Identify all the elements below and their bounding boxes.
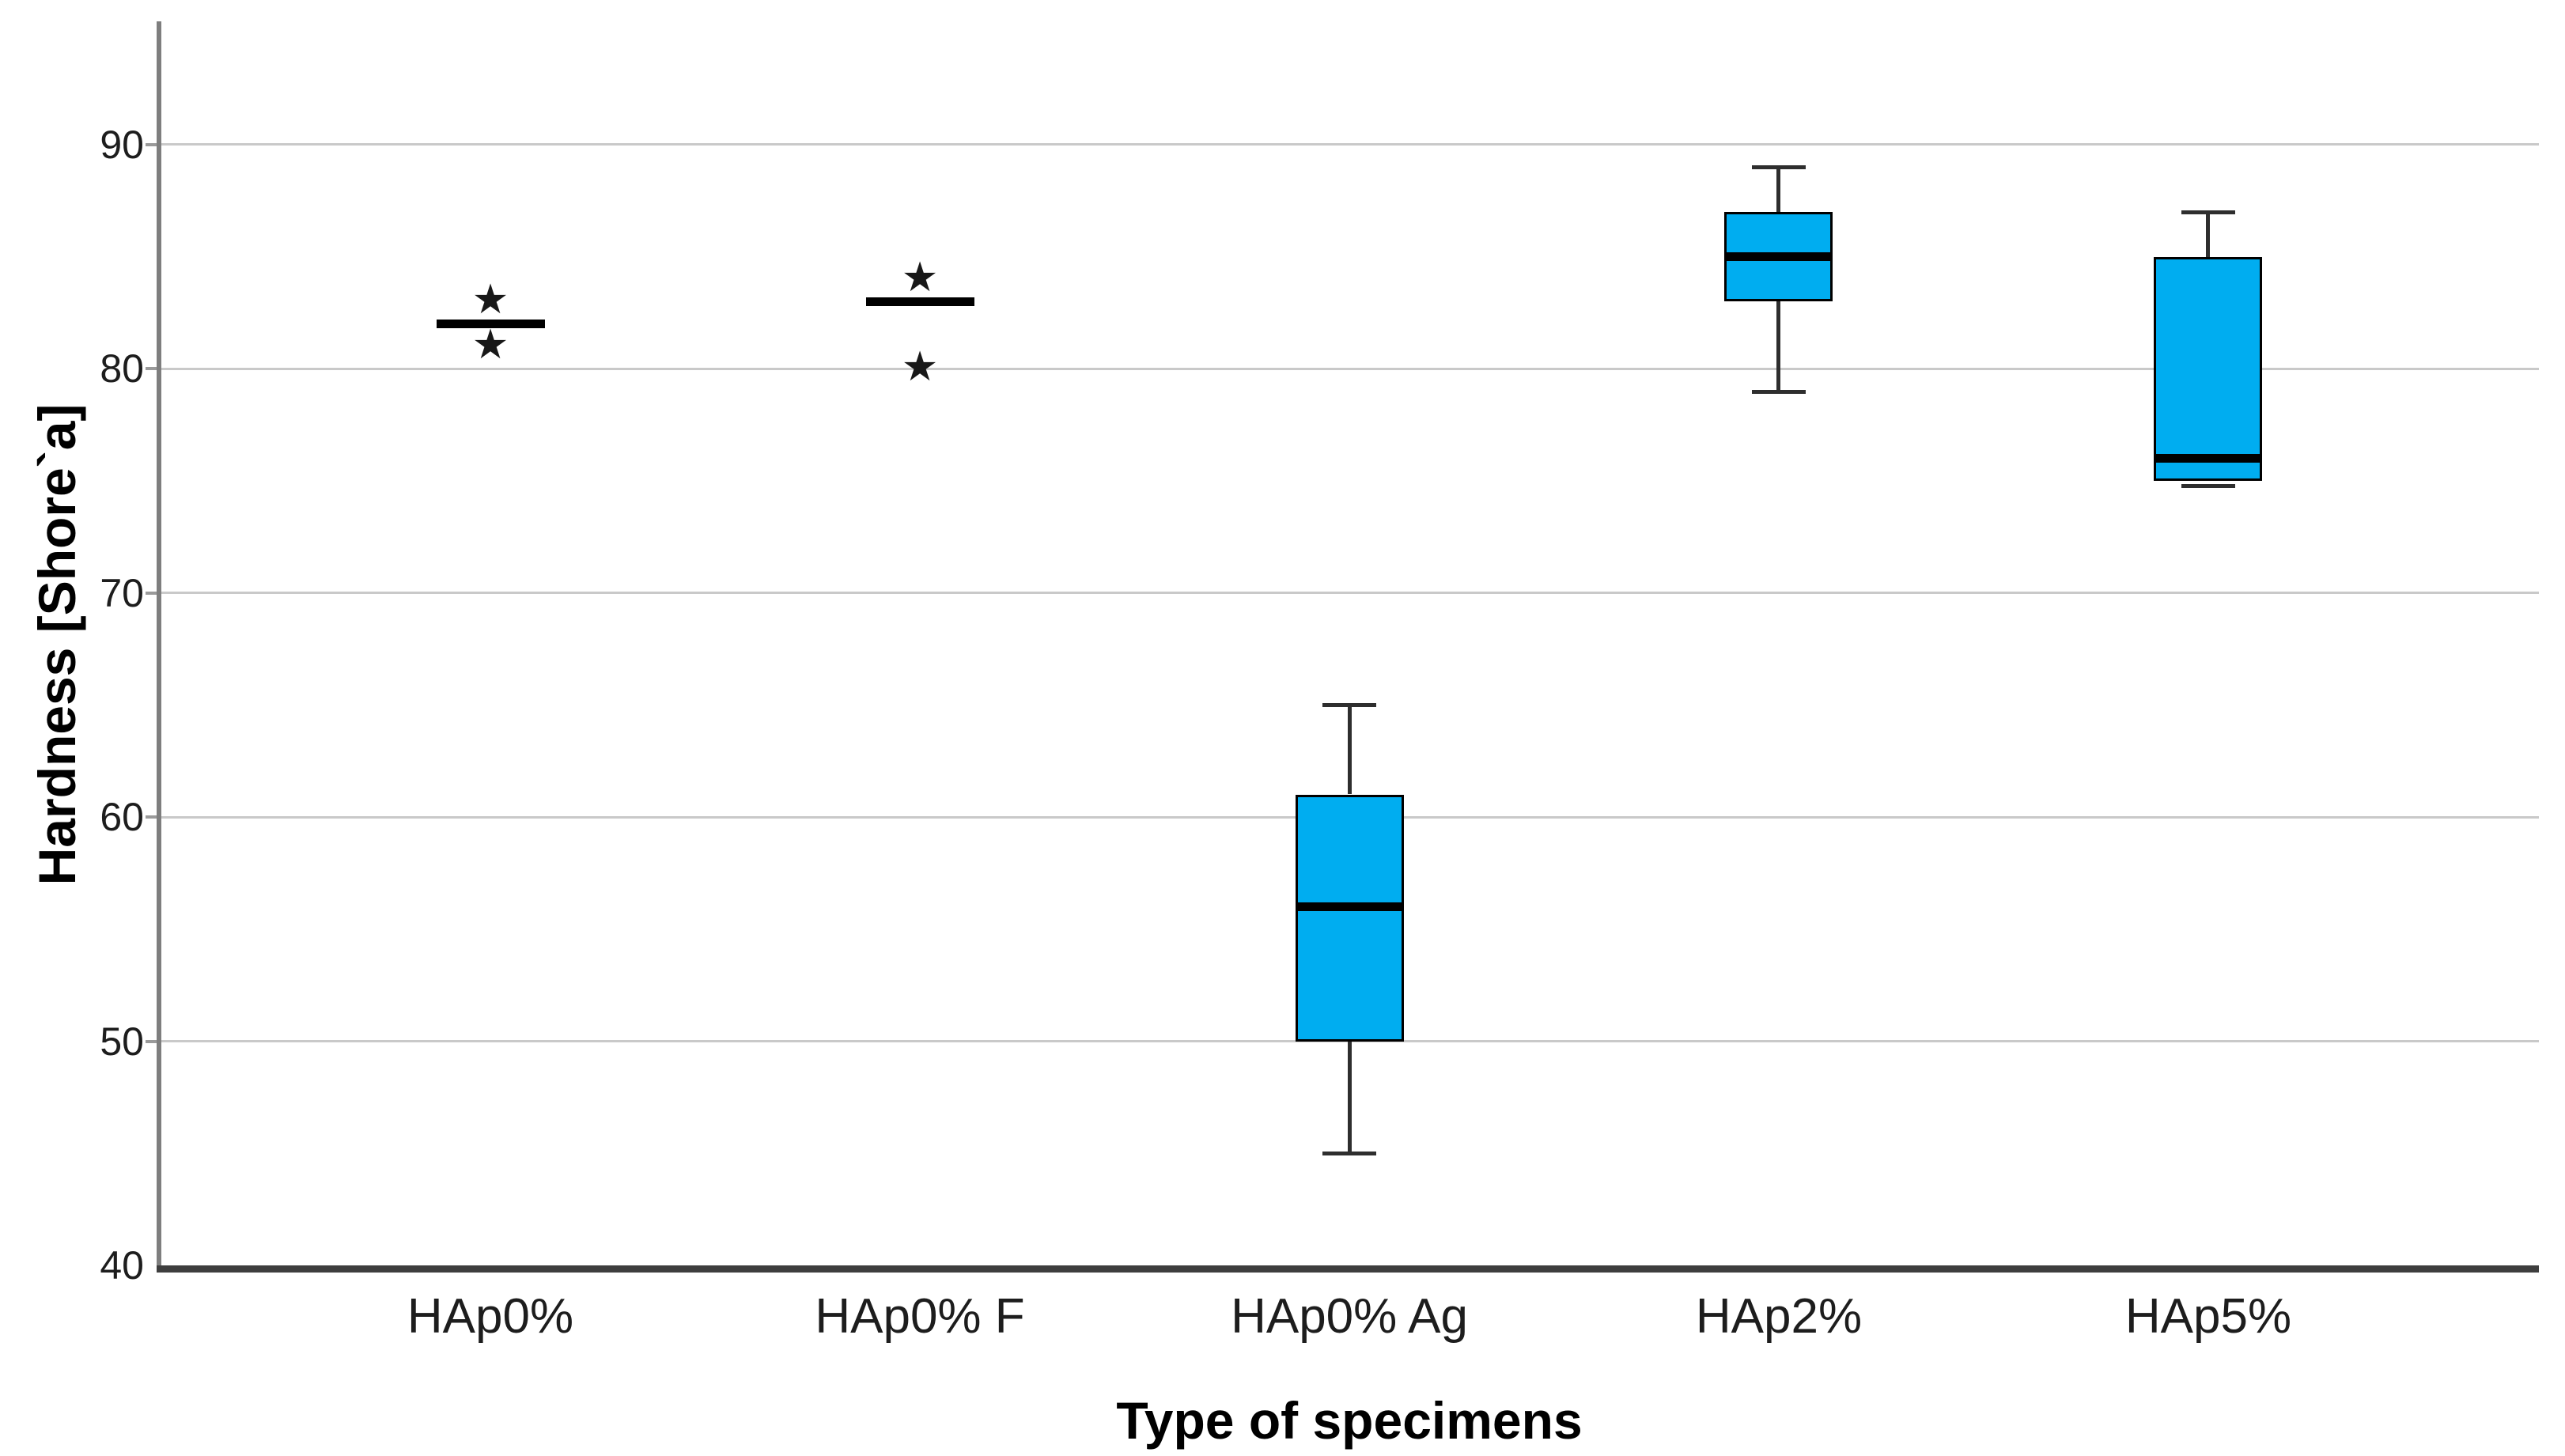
y-axis-line: [157, 21, 161, 1265]
y-tick-label-90: 90: [100, 123, 144, 167]
whisker-low-line-HAp2%: [1776, 301, 1780, 391]
y-tick-label-60: 60: [100, 795, 144, 839]
whisker-low-line-HAp0% Ag: [1348, 1042, 1352, 1154]
x-category-label-HAp0%: HAp0%: [407, 1289, 574, 1344]
y-tick-label-40: 40: [100, 1243, 144, 1288]
whisker-high-line-HAp5%: [2206, 212, 2210, 257]
x-axis-line: [157, 1265, 2539, 1273]
whisker-low-cap-HAp2%: [1752, 390, 1806, 394]
x-category-label-HAp0% Ag: HAp0% Ag: [1231, 1289, 1468, 1344]
outlier-star-HAp0% F-1: ★: [901, 343, 939, 390]
box-HAp5%: [2154, 257, 2262, 481]
y-tick-80: [146, 367, 160, 370]
y-tick-50: [146, 1040, 160, 1043]
y-tick-90: [146, 143, 160, 146]
median-line-HAp5%: [2154, 454, 2262, 463]
box-HAp0% Ag: [1296, 795, 1404, 1042]
y-tick-label-80: 80: [100, 346, 144, 391]
y-tick-label-50: 50: [100, 1019, 144, 1064]
whisker-high-cap-HAp2%: [1752, 165, 1806, 169]
gridline-70: [160, 592, 2539, 594]
whisker-low-cap-HAp5%: [2181, 484, 2235, 488]
whisker-high-cap-HAp5%: [2181, 210, 2235, 214]
whisker-low-cap-HAp0% Ag: [1322, 1152, 1376, 1155]
median-line-HAp0% F: [866, 297, 974, 306]
x-axis-title: Type of specimens: [1116, 1391, 1583, 1450]
x-category-label-HAp0% F: HAp0% F: [815, 1289, 1025, 1344]
outlier-star-HAp0%-0: ★: [471, 276, 509, 323]
y-tick-label-70: 70: [100, 571, 144, 615]
median-line-HAp2%: [1724, 252, 1833, 261]
gridline-80: [160, 368, 2539, 370]
y-tick-60: [146, 815, 160, 819]
median-line-HAp0%: [437, 320, 545, 328]
median-line-HAp0% Ag: [1296, 902, 1404, 911]
whisker-high-line-HAp2%: [1776, 167, 1780, 212]
x-category-label-HAp2%: HAp2%: [1695, 1289, 1863, 1344]
outlier-star-HAp0% F-0: ★: [901, 254, 939, 301]
whisker-high-cap-HAp0% Ag: [1322, 703, 1376, 707]
whisker-high-line-HAp0% Ag: [1348, 705, 1352, 794]
y-tick-70: [146, 592, 160, 595]
x-category-label-HAp5%: HAp5%: [2124, 1289, 2292, 1344]
outlier-star-HAp0%-1: ★: [471, 321, 509, 368]
gridline-90: [160, 143, 2539, 146]
